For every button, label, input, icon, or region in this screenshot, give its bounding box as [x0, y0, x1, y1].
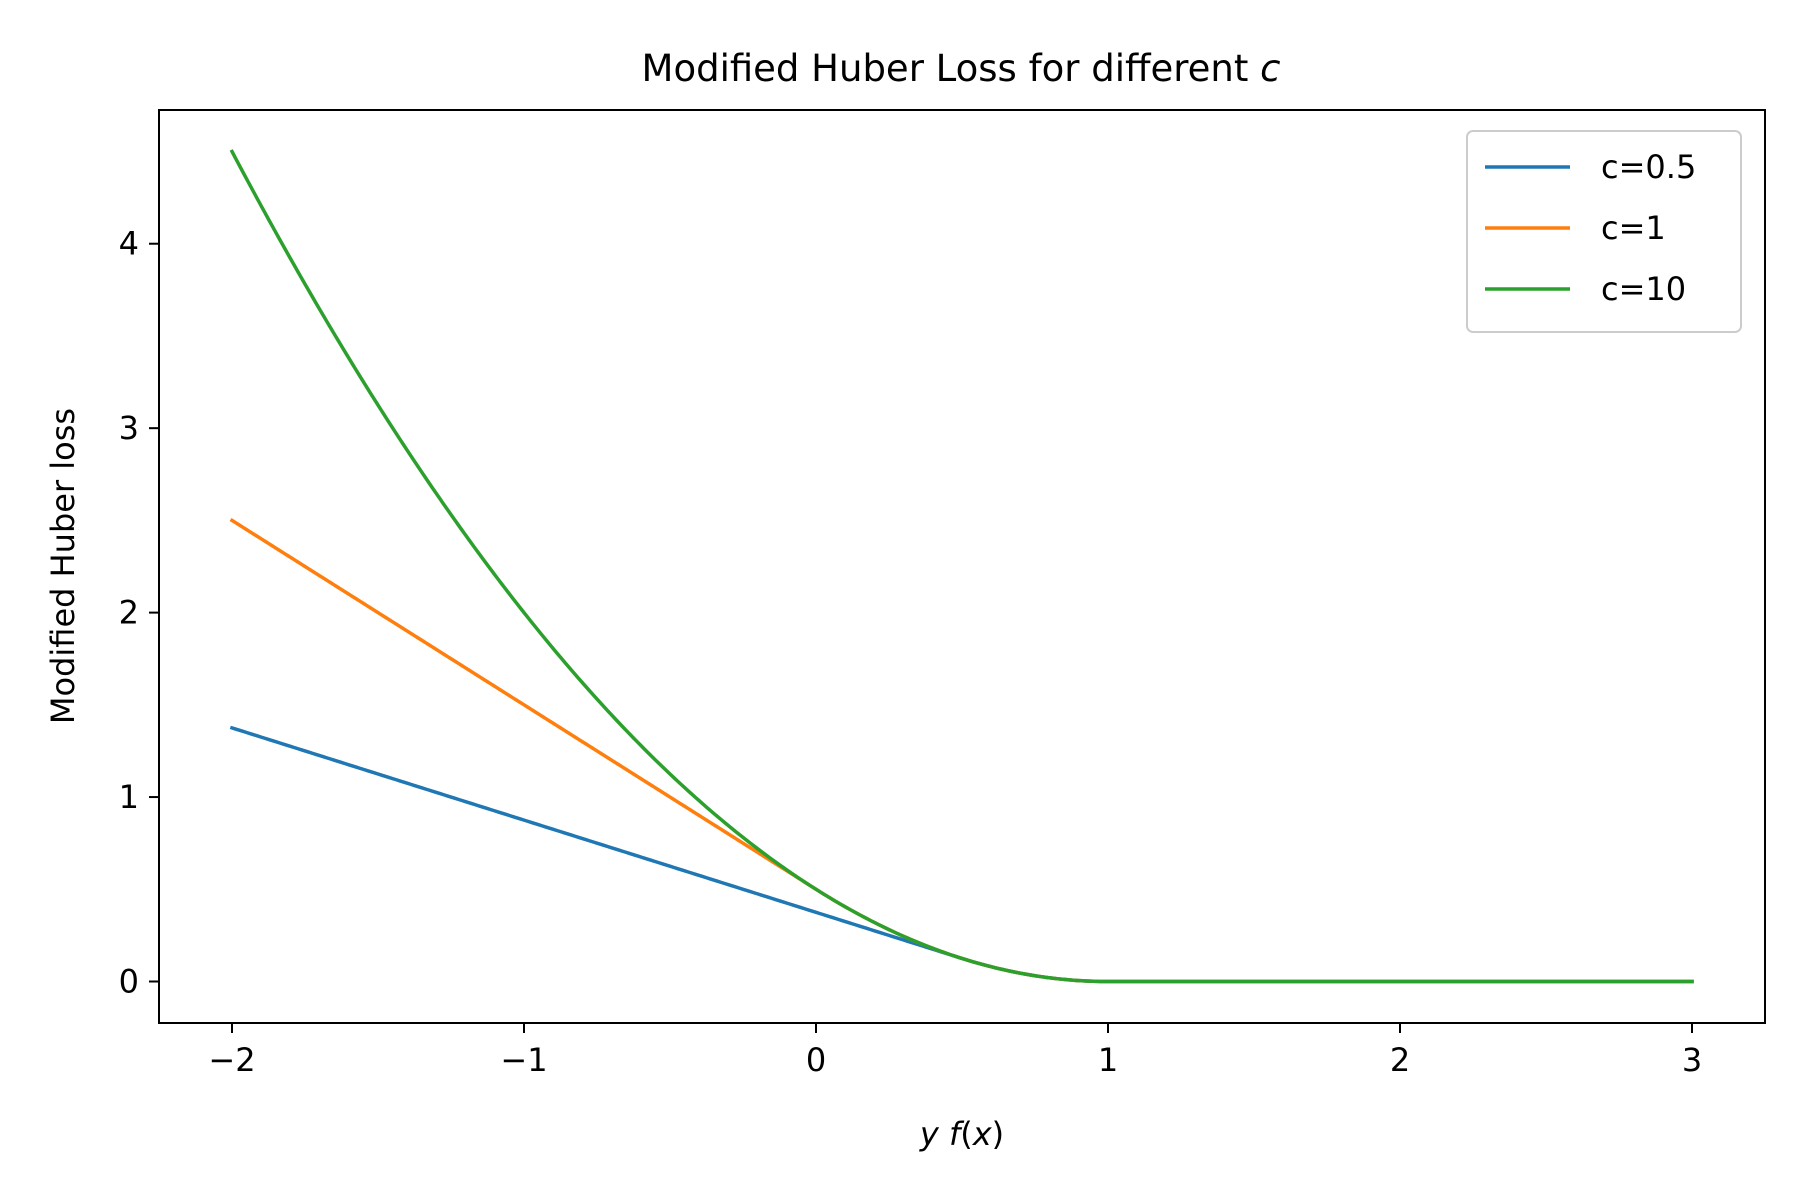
legend-frame [1466, 130, 1742, 333]
y-axis-label: Modified Huber loss [44, 408, 82, 724]
x-axis-label: y f(x) [919, 1115, 1004, 1153]
x-axis: −2 −1 0 1 2 3 [208, 1023, 1702, 1079]
chart-title: Modified Huber Loss for different c [642, 47, 1281, 90]
series-layer [229, 149, 1694, 984]
legend: c=0.5 c=1 c=10 [1466, 130, 1742, 333]
x-tick-label: 3 [1682, 1041, 1702, 1079]
legend-entries: c=0.5 c=1 c=10 [1485, 148, 1696, 308]
plot-frame [158, 109, 1766, 1024]
chart-title-main: Modified Huber Loss for different [642, 47, 1261, 90]
y-tick-label: 3 [119, 409, 139, 447]
x-tick-label: 2 [1390, 1041, 1410, 1079]
y-tick-label: 2 [119, 594, 139, 632]
x-label-part [939, 1115, 949, 1153]
series-line [229, 149, 1694, 984]
x-tick-label: 1 [1098, 1041, 1118, 1079]
x-label-part: ) [992, 1115, 1004, 1153]
x-tick-label: 0 [806, 1041, 826, 1079]
x-tick-label: −2 [208, 1041, 255, 1079]
legend-label: c=0.5 [1601, 148, 1696, 186]
y-tick-label: 1 [119, 778, 139, 816]
x-label-part: x [972, 1115, 993, 1153]
x-tick-label: −1 [500, 1041, 547, 1079]
legend-label: c=1 [1601, 209, 1666, 247]
legend-label: c=10 [1601, 270, 1686, 308]
y-tick-label: 0 [119, 963, 139, 1001]
y-axis: 0 1 2 3 4 [119, 225, 159, 1001]
chart-title-variable: c [1260, 47, 1280, 90]
y-tick-label: 4 [119, 225, 139, 263]
plot-area [158, 109, 1766, 1024]
x-label-part: y [919, 1115, 940, 1153]
x-label-part: ( [960, 1115, 972, 1153]
